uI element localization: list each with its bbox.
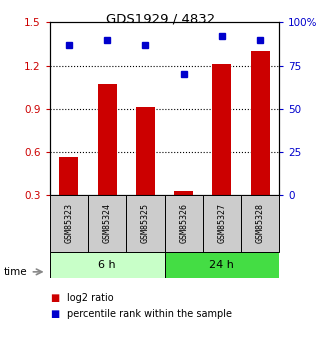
Bar: [59, 157, 78, 195]
Text: GSM85325: GSM85325: [141, 204, 150, 243]
Bar: [174, 190, 193, 195]
Text: GSM85326: GSM85326: [179, 204, 188, 243]
Text: 24 h: 24 h: [210, 260, 234, 270]
Bar: [251, 51, 270, 195]
Bar: [98, 84, 117, 195]
Text: GSM85327: GSM85327: [217, 204, 226, 243]
Text: log2 ratio: log2 ratio: [67, 294, 114, 303]
Text: ■: ■: [50, 294, 59, 303]
Text: 6 h: 6 h: [98, 260, 116, 270]
Bar: [136, 107, 155, 195]
Bar: [203, 195, 241, 252]
Bar: [164, 252, 279, 278]
Text: GSM85324: GSM85324: [103, 204, 112, 243]
Text: GSM85328: GSM85328: [256, 204, 265, 243]
Bar: [50, 195, 88, 252]
Bar: [212, 64, 231, 195]
Bar: [50, 252, 164, 278]
Bar: [164, 195, 203, 252]
Text: GSM85323: GSM85323: [65, 204, 74, 243]
Bar: [88, 195, 126, 252]
Bar: [126, 195, 164, 252]
Text: percentile rank within the sample: percentile rank within the sample: [67, 309, 232, 319]
Text: time: time: [3, 267, 27, 277]
Text: GDS1929 / 4832: GDS1929 / 4832: [106, 12, 215, 25]
Bar: [241, 195, 279, 252]
Text: ■: ■: [50, 309, 59, 319]
